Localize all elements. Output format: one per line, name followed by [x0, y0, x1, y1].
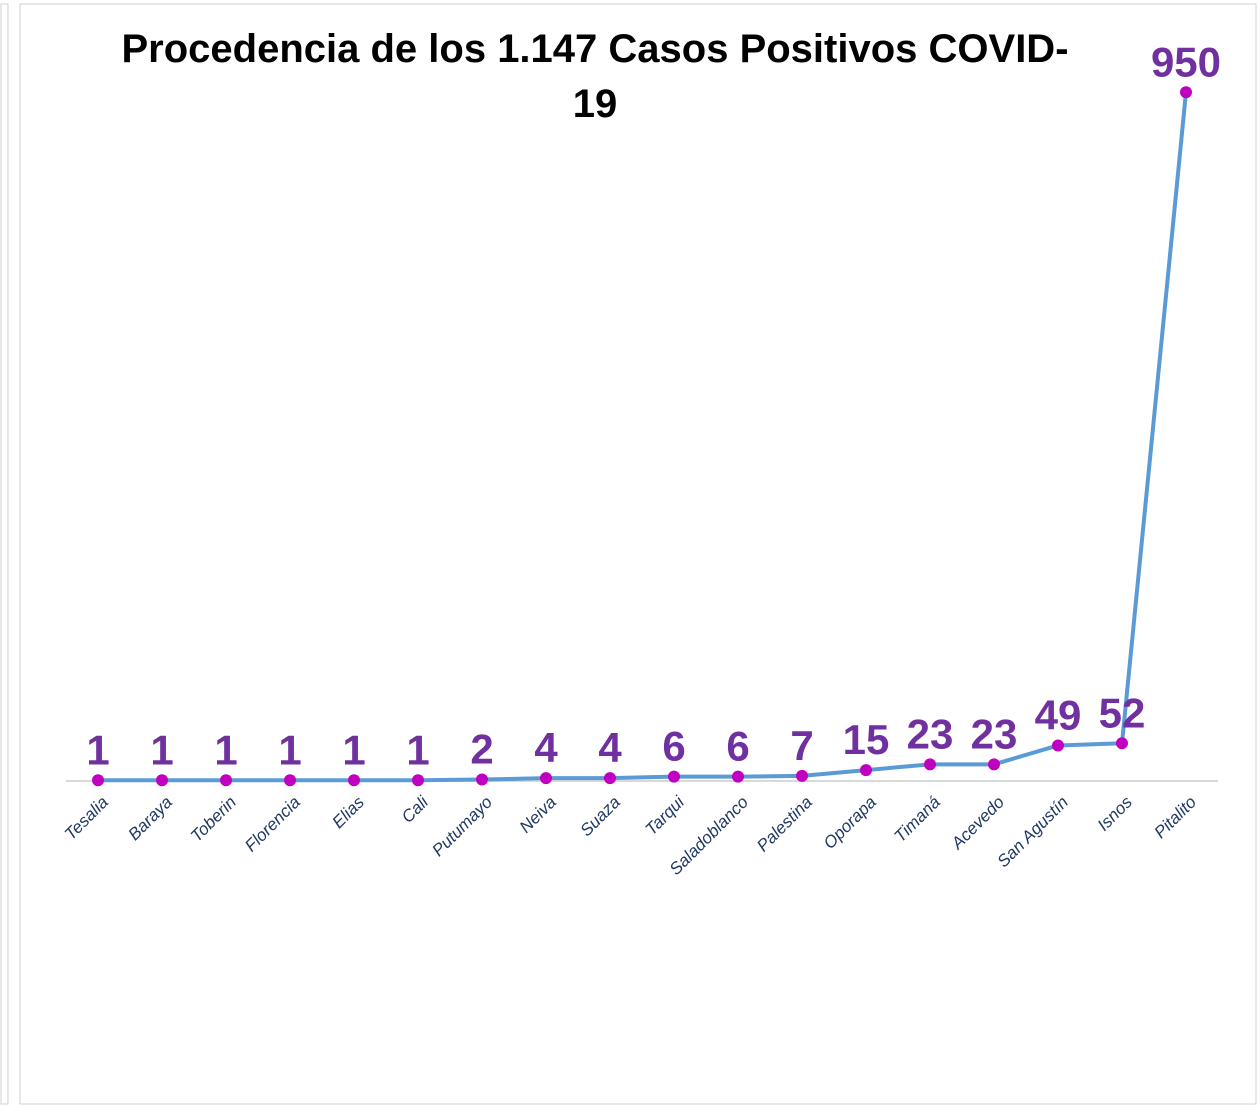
x-tick-label: Pitalito: [1150, 793, 1200, 843]
x-tick-label: Suaza: [576, 793, 624, 841]
data-label: 950: [1151, 38, 1221, 85]
data-label: 23: [907, 710, 954, 757]
marker: [604, 772, 616, 785]
marker: [92, 774, 104, 787]
x-tick-label: Toberin: [187, 793, 240, 846]
data-label: 1: [86, 726, 109, 773]
x-tick-label: Neiva: [516, 793, 560, 837]
x-tick-label: Cali: [398, 792, 433, 827]
data-label: 49: [1035, 691, 1082, 738]
chart-frame: [19, 3, 1257, 1105]
data-label: 1: [214, 726, 237, 773]
data-label: 4: [534, 724, 558, 771]
data-label: 1: [150, 726, 173, 773]
marker: [988, 758, 1000, 771]
data-label: 6: [726, 723, 749, 770]
x-tick-label: Elias: [329, 792, 369, 832]
x-tick-label: Acevedo: [947, 793, 1008, 854]
marker: [284, 774, 296, 787]
x-tick-label: Isnos: [1094, 792, 1137, 835]
data-label: 15: [843, 716, 890, 763]
data-label: 1: [406, 726, 429, 773]
marker: [860, 764, 872, 777]
data-label: 7: [790, 722, 813, 769]
marker: [1052, 739, 1064, 752]
data-label: 4: [598, 724, 622, 771]
marker: [732, 770, 744, 783]
chart-title: Procedencia de los 1.147 Casos Positivos…: [121, 27, 1069, 126]
marker: [220, 774, 232, 787]
data-label: 2: [470, 726, 493, 773]
marker: [1180, 86, 1192, 99]
marker: [924, 758, 936, 771]
x-tick-label: Tesalia: [61, 793, 112, 844]
x-tick-label: Tarqui: [642, 792, 689, 839]
data-label: 23: [971, 710, 1018, 757]
data-label: 1: [342, 726, 365, 773]
marker: [156, 774, 168, 787]
marker: [1116, 737, 1128, 750]
marker: [348, 774, 360, 787]
data-label: 52: [1099, 689, 1146, 736]
x-tick-label: Palestina: [753, 793, 816, 856]
x-tick-label: Timaná: [891, 793, 944, 846]
x-tick-label: Florencia: [241, 793, 304, 856]
data-label: 1: [278, 726, 301, 773]
marker: [540, 772, 552, 785]
data-label: 6: [662, 723, 685, 770]
side-frame: [0, 3, 9, 1105]
marker: [412, 774, 424, 787]
x-tick-label: Putumayo: [428, 793, 496, 861]
marker: [668, 770, 680, 783]
x-tick-label: Baraya: [124, 793, 176, 845]
marker: [476, 773, 488, 786]
x-tick-label: Oporapa: [820, 793, 880, 853]
marker: [796, 769, 808, 782]
line: [98, 92, 1188, 783]
